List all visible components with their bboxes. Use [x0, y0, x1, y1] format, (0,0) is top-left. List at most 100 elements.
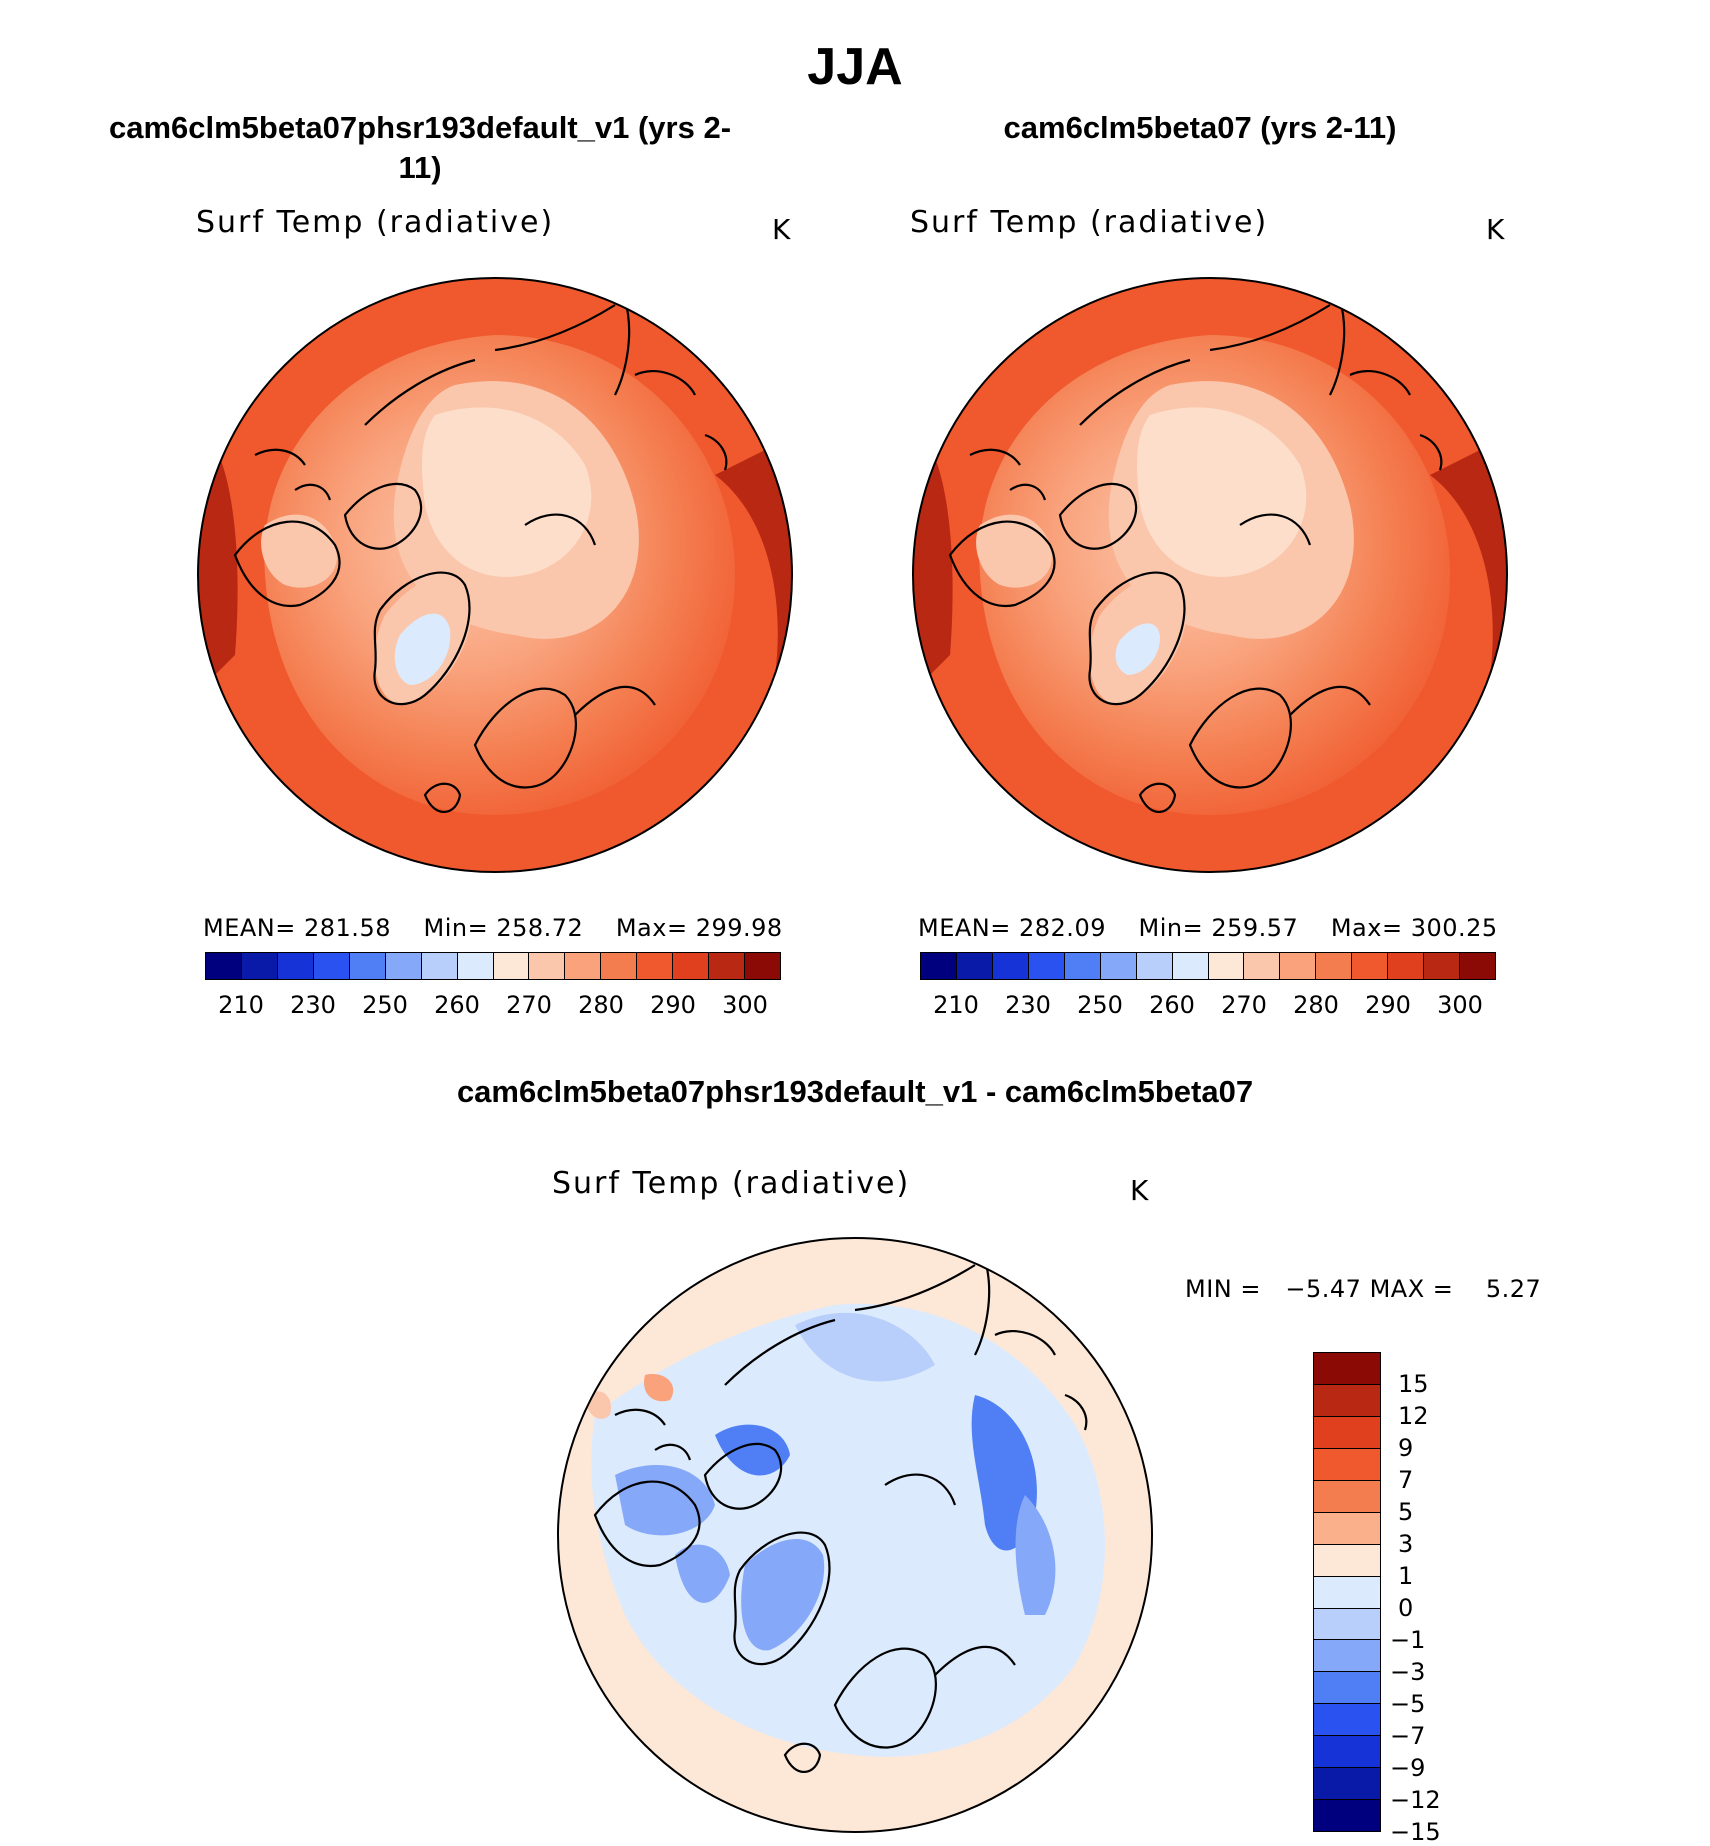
panel-2-colorbar-bin	[1101, 953, 1137, 979]
panel-1-max-value: 299.98	[696, 913, 783, 943]
difference-min-label: MIN =	[1185, 1274, 1261, 1304]
panel-1-colorbar-bin	[242, 953, 278, 979]
panel-1-colorbar-bin	[350, 953, 386, 979]
panel-2-colorbar-bin	[921, 953, 957, 979]
panel-1-colorbar-tick-label: 210	[218, 990, 264, 1020]
panel-2-colorbar-tick-label: 270	[1221, 990, 1267, 1020]
difference-colorbar-bin	[1314, 1768, 1380, 1800]
difference-colorbar-bin	[1314, 1640, 1380, 1672]
panel-2-colorbar-bin	[1029, 953, 1065, 979]
panel-2-colorbar-bin	[1244, 953, 1280, 979]
panel-1-colorbar-tick-label: 280	[578, 990, 624, 1020]
panel-1-mean-label: MEAN=	[203, 913, 296, 943]
difference-min-value: −5.47	[1285, 1274, 1361, 1304]
panel-1-colorbar-tick-label: 250	[362, 990, 408, 1020]
panel-1-colorbar-bin	[206, 953, 242, 979]
panel-1-polar-map	[195, 275, 795, 875]
difference-max-label: MAX =	[1370, 1274, 1454, 1304]
difference-colorbar-bin	[1314, 1417, 1380, 1449]
panel-1-colorbar-bin	[422, 953, 458, 979]
panel-2-colorbar-tick-label: 280	[1293, 990, 1339, 1020]
panel-2-colorbar	[920, 952, 1496, 980]
difference-colorbar-tick-label: −1	[1390, 1628, 1425, 1652]
difference-colorbar-bin	[1314, 1736, 1380, 1768]
panel-2-colorbar-bin	[1173, 953, 1209, 979]
difference-title: cam6clm5beta07phsr193default_v1 - cam6cl…	[0, 1072, 1710, 1112]
panel-1-case-title: cam6clm5beta07phsr193default_v1 (yrs 2-1…	[100, 108, 740, 188]
panel-1-min-label: Min=	[424, 913, 489, 943]
panel-2-colorbar-bin	[1316, 953, 1352, 979]
difference-colorbar-tick-label: 1	[1398, 1564, 1413, 1588]
panel-2-colorbar-bin	[1424, 953, 1460, 979]
difference-colorbar-bin	[1314, 1481, 1380, 1513]
panel-2-colorbar-tick-label: 250	[1077, 990, 1123, 1020]
difference-colorbar-tick-label: −12	[1390, 1788, 1441, 1812]
panel-1-units-label: K	[772, 212, 790, 248]
panel-2-colorbar-ticks: 210 230 250 260 270 280 290 300	[920, 990, 1496, 1020]
difference-colorbar-bin	[1314, 1545, 1380, 1577]
panel-2-mean-value: 282.09	[1019, 913, 1106, 943]
difference-colorbar-bin	[1314, 1800, 1380, 1831]
difference-colorbar-tick-label: −7	[1390, 1724, 1425, 1748]
difference-colorbar-tick-label: 15	[1398, 1372, 1429, 1396]
panel-1-colorbar-tick-label: 260	[434, 990, 480, 1020]
season-title: JJA	[0, 32, 1710, 102]
panel-2-case-title: cam6clm5beta07 (yrs 2-11)	[880, 108, 1520, 148]
panel-1-colorbar-tick-label: 290	[650, 990, 696, 1020]
difference-colorbar-bin	[1314, 1704, 1380, 1736]
panel-1-colorbar-ticks: 210 230 250 260 270 280 290 300	[205, 990, 781, 1020]
panel-1-max-label: Max=	[616, 913, 688, 943]
panel-2-colorbar-bin	[1137, 953, 1173, 979]
difference-colorbar-tick-label: 5	[1398, 1500, 1413, 1524]
difference-colorbar-bin	[1314, 1385, 1380, 1417]
panel-1-colorbar-tick-label: 300	[722, 990, 768, 1020]
difference-colorbar-bin	[1314, 1577, 1380, 1609]
panel-1-colorbar-tick-label: 230	[290, 990, 336, 1020]
panel-2-colorbar-bin	[1280, 953, 1316, 979]
panel-2-variable-label: Surf Temp (radiative)	[910, 205, 1268, 241]
panel-1-colorbar-bin	[278, 953, 314, 979]
panel-1-colorbar-bin	[601, 953, 637, 979]
panel-2-units-label: K	[1486, 212, 1504, 248]
difference-variable-label: Surf Temp (radiative)	[552, 1166, 910, 1202]
difference-units-label: K	[1130, 1173, 1148, 1209]
panel-2-colorbar-tick-label: 290	[1365, 990, 1411, 1020]
panel-2-colorbar-bin	[957, 953, 993, 979]
panel-2-colorbar-tick-label: 300	[1437, 990, 1483, 1020]
difference-polar-map	[555, 1235, 1155, 1835]
panel-1-colorbar-tick-label: 270	[506, 990, 552, 1020]
difference-colorbar-tick-label: −15	[1390, 1820, 1441, 1844]
panel-1-colorbar-bin	[637, 953, 673, 979]
difference-colorbar-tick-label: −9	[1390, 1756, 1425, 1780]
difference-max-value: 5.27	[1486, 1274, 1541, 1304]
panel-1-stats: MEAN= 281.58 Min= 258.72 Max= 299.98	[203, 913, 783, 943]
panel-2-colorbar-tick-label: 210	[933, 990, 979, 1020]
difference-colorbar-tick-label: 9	[1398, 1436, 1413, 1460]
panel-2-colorbar-tick-label: 260	[1149, 990, 1195, 1020]
difference-colorbar-tick-label: 3	[1398, 1532, 1413, 1556]
difference-colorbar-bin	[1314, 1672, 1380, 1704]
difference-colorbar-tick-label: 0	[1398, 1596, 1413, 1620]
panel-1-min-value: 258.72	[496, 913, 583, 943]
difference-colorbar-bin	[1314, 1513, 1380, 1545]
panel-2-colorbar-tick-label: 230	[1005, 990, 1051, 1020]
panel-2-stats: MEAN= 282.09 Min= 259.57 Max= 300.25	[918, 913, 1498, 943]
panel-2-colorbar-bin	[1065, 953, 1101, 979]
difference-colorbar-bin	[1314, 1353, 1380, 1385]
panel-2-colorbar-bin	[1460, 953, 1495, 979]
panel-1-colorbar-bin	[565, 953, 601, 979]
panel-2-colorbar-bin	[1209, 953, 1245, 979]
panel-1-colorbar-bin	[458, 953, 494, 979]
panel-2-colorbar-bin	[1352, 953, 1388, 979]
panel-2-max-label: Max=	[1331, 913, 1403, 943]
panel-1-mean-value: 281.58	[304, 913, 391, 943]
difference-colorbar-bin	[1314, 1449, 1380, 1481]
panel-2-mean-label: MEAN=	[918, 913, 1011, 943]
difference-colorbar-tick-label: 7	[1398, 1468, 1413, 1492]
difference-colorbar-ticks: 15 12 9 7 5 3 1 0 −1 −3 −5 −7 −9 −12 −15	[1390, 1352, 1470, 1832]
panel-2-colorbar-bin	[1388, 953, 1424, 979]
panel-2-colorbar-bin	[993, 953, 1029, 979]
panel-2-min-label: Min=	[1139, 913, 1204, 943]
panel-2-min-value: 259.57	[1211, 913, 1298, 943]
panel-2-polar-map	[910, 275, 1510, 875]
